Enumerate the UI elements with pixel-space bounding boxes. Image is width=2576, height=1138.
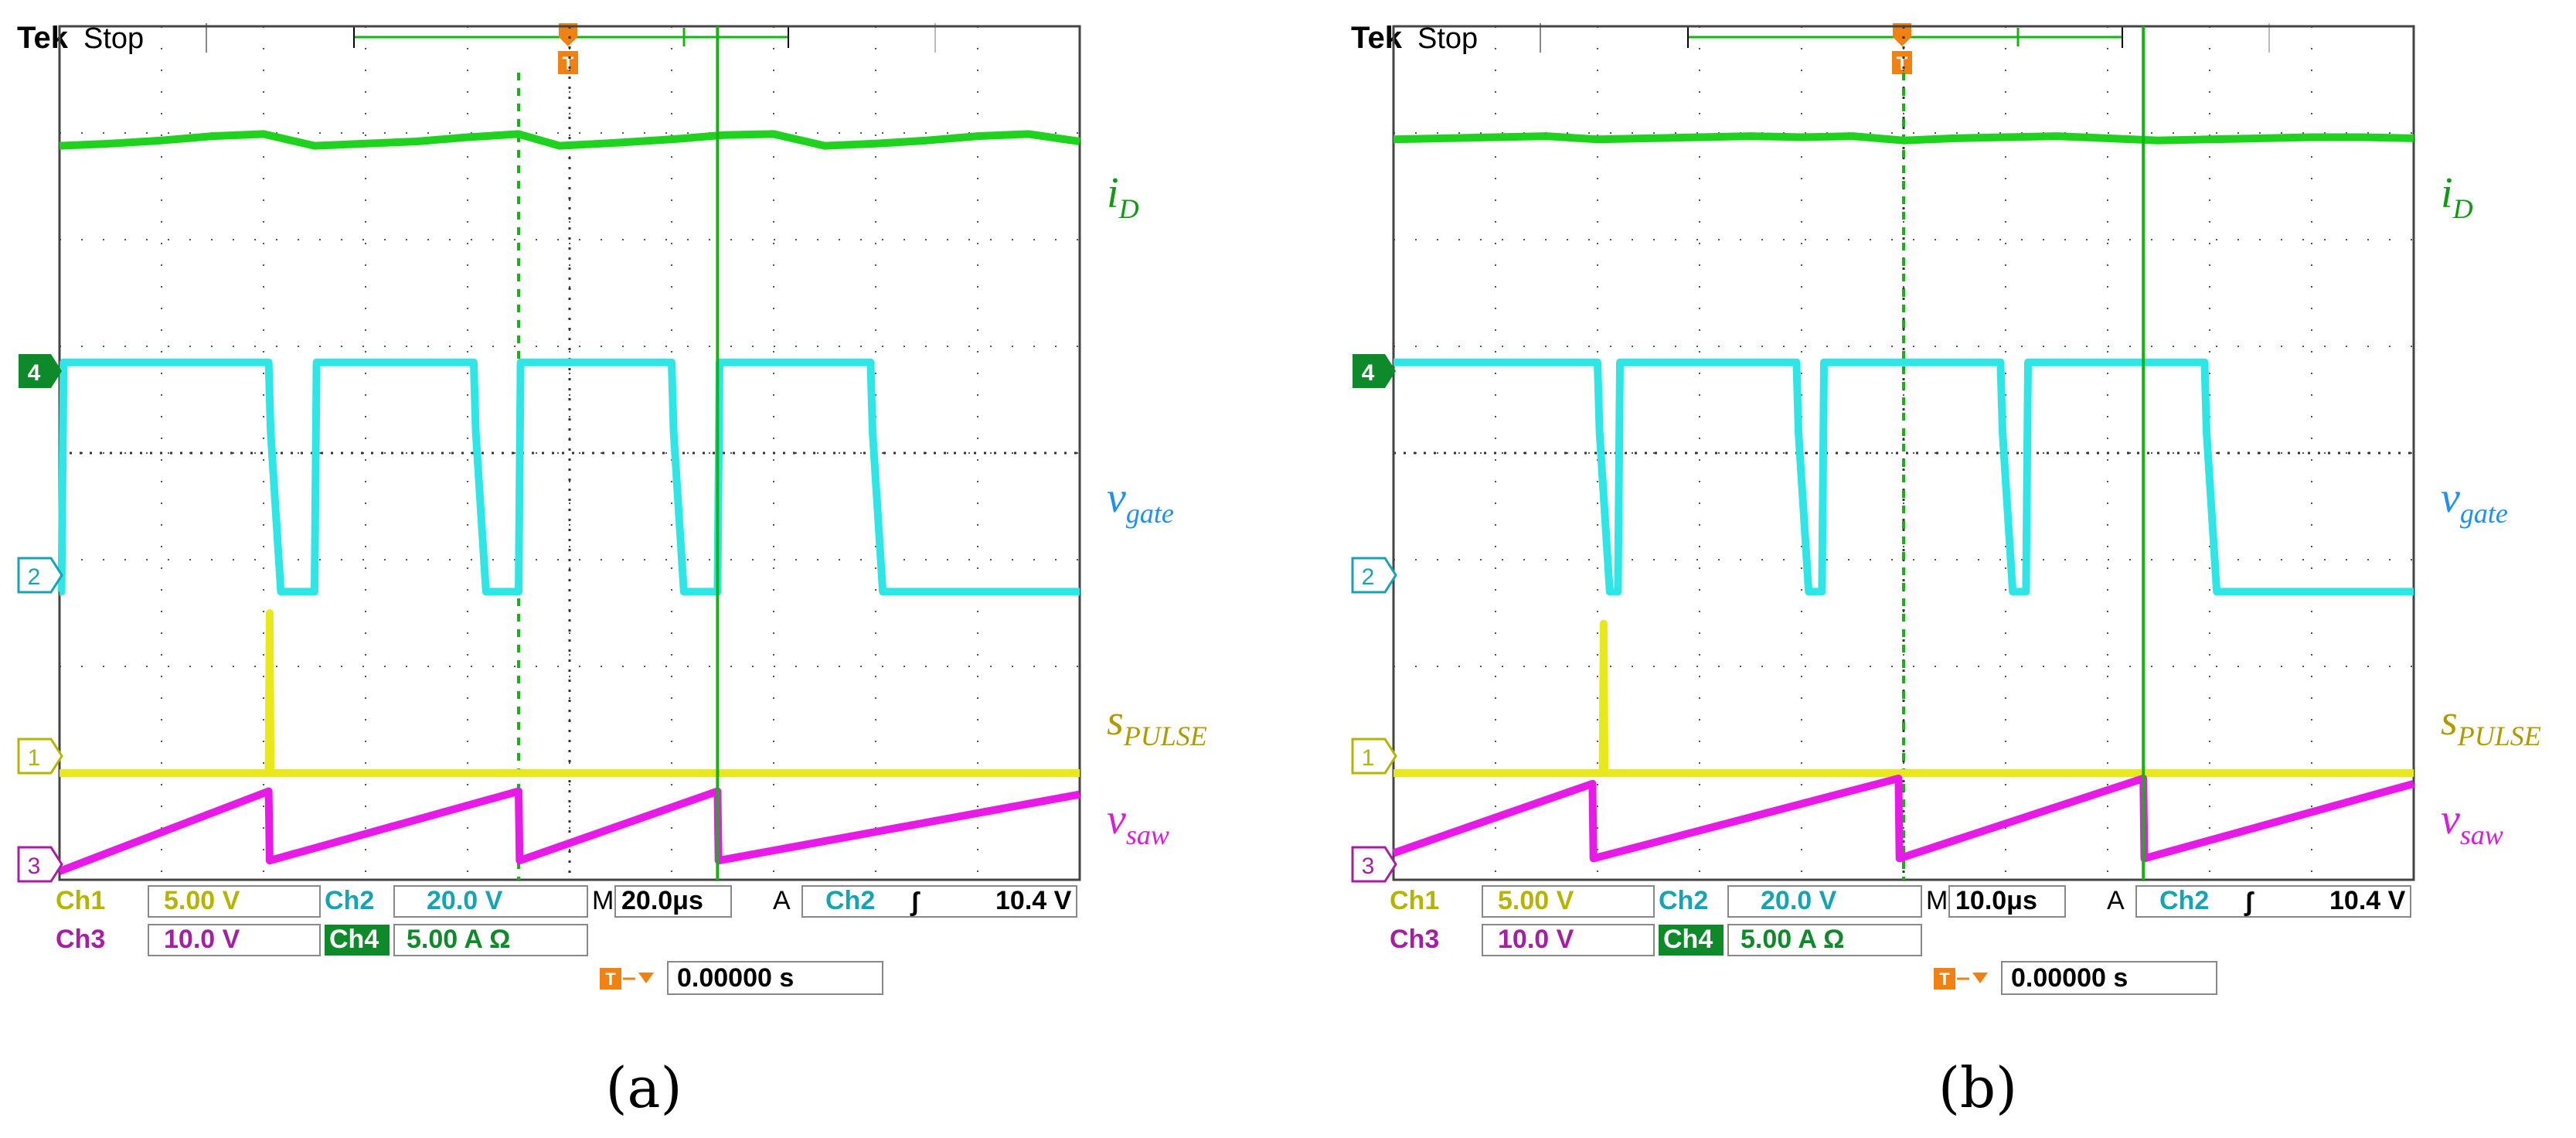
graticule (60, 26, 1080, 880)
label-vgate: vgate (1107, 474, 1174, 529)
ch3-value: 10.0 V (164, 925, 240, 954)
label-spulse: sPULSE (1107, 697, 1207, 751)
ch3-marker: 3 (17, 846, 63, 883)
readout-panel: Ch1 5.00 V Ch2 20.0 V M 10.0μs A Ch2 ʃ 1… (1390, 885, 2411, 995)
scope-status: Stop (83, 22, 144, 55)
scope-panel-a: Tek Stop T 4 2 1 (17, 21, 1207, 1120)
trigger-offset-icon: T (600, 968, 654, 990)
trace-vgate (57, 358, 1080, 596)
trigger-marker-text: T (1897, 53, 1908, 74)
ch3-label: Ch3 (1390, 925, 1439, 954)
trigger-marker-text: T (563, 53, 574, 74)
timebase-label: M (592, 886, 614, 915)
ch2-value: 20.0 V (1761, 886, 1837, 915)
trace-id (59, 130, 1080, 150)
ch4-marker: 4 (1353, 354, 1396, 388)
trigger-offset-value: 0.00000 s (677, 963, 794, 993)
ch3-label: Ch3 (56, 925, 105, 954)
trace-spulse (60, 609, 1080, 777)
svg-text:2: 2 (1362, 564, 1375, 590)
ch2-label: Ch2 (325, 886, 374, 915)
timebase-value: 20.0μs (621, 886, 703, 915)
ch4-marker: 4 (19, 354, 62, 388)
trigger-source: Ch2 (2159, 886, 2209, 915)
caption-b: (b) (1938, 1055, 2018, 1120)
trigger-position-icon: T (558, 23, 578, 74)
ch4-label: Ch4 (1663, 925, 1713, 954)
trigger-offset-icon: T (1934, 968, 1988, 990)
label-id: iD (1107, 169, 1139, 224)
svg-text:T: T (1939, 969, 1950, 989)
ch2-label: Ch2 (1659, 886, 1708, 915)
trace-vgate (1393, 358, 2414, 596)
ch1-value: 5.00 V (164, 886, 240, 915)
label-vsaw: vsaw (1107, 796, 1169, 850)
trigger-slope: ʃ (910, 888, 920, 917)
svg-text:3: 3 (28, 854, 41, 879)
trace-layer (57, 26, 1080, 880)
svg-text:3: 3 (1362, 854, 1375, 879)
ch4-value: 5.00 A Ω (407, 925, 510, 954)
scope-figure: Tek Stop T 4 2 1 (1351, 21, 2541, 995)
label-vgate: vgate (2441, 474, 2508, 529)
ch3-value: 10.0 V (1498, 925, 1574, 954)
ch2-value: 20.0 V (427, 886, 503, 915)
trigger-position-icon: T (1892, 23, 1912, 74)
label-spulse: sPULSE (2441, 697, 2541, 751)
ch1-marker: 1 (17, 738, 63, 775)
scope-figure: Tek Stop T 4 2 1 (17, 21, 1207, 995)
svg-text:1: 1 (1362, 745, 1375, 771)
ch1-label: Ch1 (56, 886, 105, 915)
trigger-slope: ʃ (2244, 888, 2254, 917)
ch1-value: 5.00 V (1498, 886, 1574, 915)
trigger-source: Ch2 (825, 886, 875, 915)
acq-label: A (773, 886, 791, 915)
svg-text:4: 4 (1362, 360, 1375, 386)
trace-id (1393, 132, 2414, 145)
ch3-marker: 3 (1351, 846, 1397, 883)
svg-text:1: 1 (28, 745, 41, 771)
svg-text:2: 2 (28, 564, 41, 590)
trace-layer (1392, 26, 2415, 880)
svg-text:4: 4 (28, 360, 41, 386)
timebase-value: 10.0μs (1955, 886, 2037, 915)
label-id: iD (2441, 169, 2473, 224)
acq-label: A (2107, 886, 2125, 915)
label-vsaw: vsaw (2441, 796, 2503, 850)
ch4-label: Ch4 (329, 925, 379, 954)
caption-a: (a) (605, 1055, 682, 1120)
timebase-label: M (1926, 886, 1948, 915)
scope-status: Stop (1417, 22, 1478, 55)
trigger-level: 10.4 V (2329, 886, 2406, 915)
trigger-offset-value: 0.00000 s (2011, 963, 2128, 993)
scope-panel-b: Tek Stop T 4 2 1 (1334, 0, 2576, 1138)
ch2-marker: 2 (17, 557, 63, 594)
readout-panel: Ch1 5.00 V Ch2 20.0 V M 20.0μs A Ch2 ʃ 1… (56, 885, 1077, 995)
ch2-marker: 2 (1351, 557, 1397, 594)
ch1-label: Ch1 (1390, 886, 1439, 915)
ch1-marker: 1 (1351, 738, 1397, 775)
trigger-level: 10.4 V (995, 886, 1072, 915)
ch4-value: 5.00 A Ω (1741, 925, 1844, 954)
svg-text:T: T (605, 969, 616, 989)
